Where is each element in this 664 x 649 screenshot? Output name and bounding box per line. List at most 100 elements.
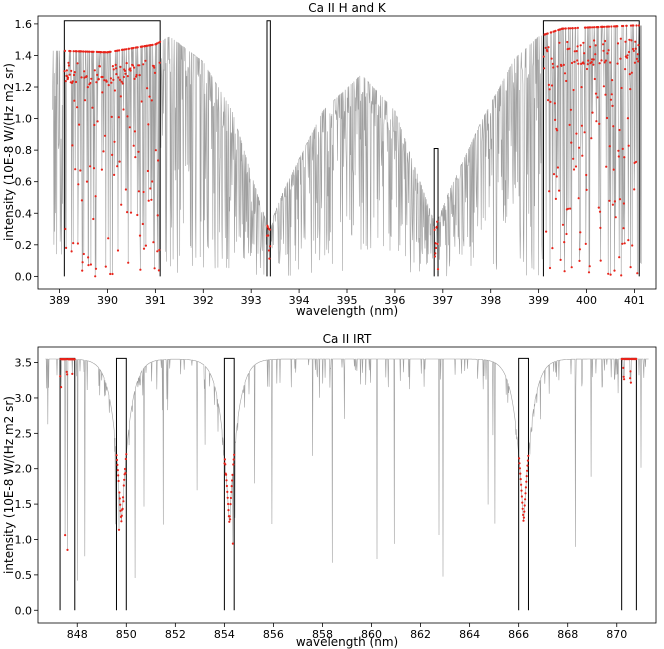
sample-point — [543, 67, 546, 70]
sample-point — [148, 95, 151, 98]
sample-point — [518, 457, 521, 460]
sample-point — [621, 147, 624, 150]
sample-point — [124, 72, 127, 75]
sample-point — [593, 77, 596, 81]
x-tick-label: 391 — [145, 294, 166, 307]
sample-point — [551, 62, 554, 65]
sample-point — [82, 252, 85, 256]
sample-point — [80, 50, 83, 53]
sample-point — [558, 189, 561, 192]
sample-point — [572, 88, 575, 92]
sample-point — [69, 50, 72, 53]
sample-point — [113, 173, 116, 176]
sample-point — [109, 272, 112, 276]
sample-point — [569, 108, 573, 111]
sample-point — [128, 126, 131, 129]
sample-point — [67, 76, 70, 79]
sample-point — [63, 49, 67, 53]
sample-point — [127, 47, 131, 50]
panel-1-x-axis-label: wavelength (nm) — [296, 304, 398, 318]
panel-1-filter-profiles — [63, 20, 640, 277]
sample-point — [136, 46, 139, 49]
sample-point — [139, 268, 142, 271]
y-tick-label: 1.0 — [15, 113, 33, 126]
sample-point — [63, 70, 66, 73]
sample-point — [110, 81, 113, 84]
sample-point — [112, 78, 115, 81]
panel-1-y-axis-label: intensity (10E-8 W/(Hz m2 sr) — [2, 63, 16, 241]
sample-point — [107, 84, 110, 87]
sample-point — [607, 272, 610, 275]
sample-point — [74, 80, 78, 84]
sample-point — [600, 59, 603, 62]
sample-point — [85, 75, 88, 78]
sample-point — [587, 271, 591, 274]
sample-point — [269, 245, 272, 248]
sample-point — [628, 73, 631, 76]
sample-point — [576, 45, 579, 48]
sample-point — [70, 250, 73, 253]
x-tick-label: 390 — [97, 294, 118, 307]
sample-point — [118, 49, 121, 52]
sample-point — [144, 244, 147, 247]
sample-point — [609, 98, 613, 101]
x-tick-label: 850 — [116, 628, 137, 641]
sample-point — [579, 231, 582, 234]
sample-point — [562, 63, 565, 66]
sample-point — [228, 520, 231, 523]
sample-point — [118, 78, 122, 81]
sample-point — [592, 63, 595, 66]
sample-point — [117, 474, 120, 477]
sample-point — [226, 496, 229, 499]
sample-point — [73, 71, 76, 74]
y-tick-label: 0.2 — [15, 239, 33, 252]
sample-point — [546, 32, 549, 35]
sample-point — [158, 248, 161, 252]
sample-point — [627, 50, 631, 54]
sample-point — [595, 120, 598, 123]
sample-point — [554, 29, 557, 32]
sample-point — [584, 242, 587, 245]
y-tick-label: 3.5 — [15, 357, 33, 370]
sample-point — [558, 41, 561, 44]
sample-point — [65, 69, 68, 72]
sample-point — [564, 27, 567, 30]
sample-point — [524, 498, 527, 501]
sample-point — [76, 242, 79, 245]
sample-point — [121, 496, 125, 499]
sample-point — [598, 62, 601, 65]
sample-point — [593, 39, 596, 42]
sample-point — [549, 100, 552, 103]
sample-point — [618, 198, 622, 201]
sample-point — [575, 132, 578, 135]
sample-point — [590, 61, 593, 64]
sample-point — [77, 183, 80, 186]
sample-point — [151, 43, 154, 47]
sample-point — [576, 26, 580, 29]
sample-point — [594, 44, 597, 47]
sample-point — [129, 211, 133, 214]
panel-2-y-ticks: 0.0 0.5 1.0 1.5 2.0 2.5 3.0 3.5 — [15, 357, 38, 617]
sample-point — [578, 248, 582, 251]
sample-point — [519, 472, 522, 475]
sample-point — [109, 50, 112, 53]
sample-point — [611, 203, 615, 206]
sample-point — [546, 50, 549, 53]
sample-point — [623, 378, 626, 381]
sample-point — [156, 214, 159, 217]
sample-point — [64, 534, 67, 537]
y-tick-label: 3.0 — [15, 392, 33, 405]
sample-point — [230, 485, 233, 488]
sample-point — [550, 84, 554, 87]
sample-point — [156, 250, 159, 253]
sample-point — [116, 463, 119, 466]
y-tick-label: 1.2 — [15, 81, 33, 94]
sample-point — [547, 46, 550, 49]
sample-point — [137, 190, 140, 193]
sample-point — [629, 266, 632, 269]
sample-point — [89, 165, 92, 168]
sample-point — [548, 190, 551, 193]
sample-point — [591, 58, 594, 61]
sample-point — [570, 141, 573, 144]
y-tick-label: 0.8 — [15, 144, 33, 157]
